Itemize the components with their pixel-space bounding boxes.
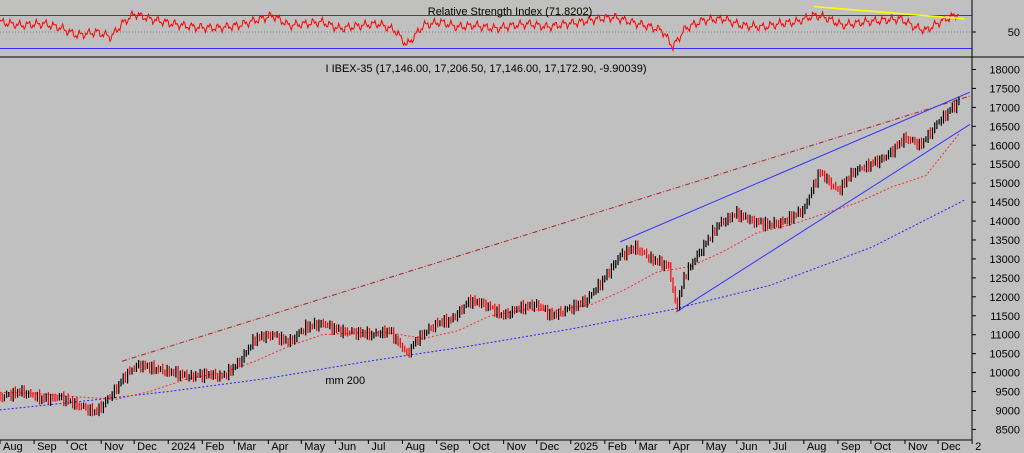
y-tick-label: 16000	[989, 140, 1020, 152]
x-tick-label: Aug	[807, 441, 827, 453]
y-tick-label: 17000	[989, 102, 1020, 114]
y-tick-label: 11500	[990, 311, 1020, 323]
y-tick-label: 13000	[989, 254, 1020, 266]
x-tick-label: Nov	[908, 441, 928, 453]
x-tick-label: Aug	[405, 441, 425, 453]
rsi-y-tick-label: 50	[1008, 27, 1020, 39]
y-tick-label: 16500	[989, 121, 1020, 133]
x-tick-label: Sep	[37, 441, 57, 453]
x-tick-label: Oct	[473, 441, 490, 453]
y-tick-label: 10000	[989, 368, 1020, 380]
x-tick-label: 2025	[574, 441, 598, 453]
y-tick-label: 18000	[989, 64, 1020, 76]
y-tick-label: 12000	[989, 292, 1020, 304]
y-tick-label: 17500	[989, 83, 1020, 95]
x-tick-label: Dec	[137, 441, 157, 453]
x-tick-label: Sep	[440, 441, 460, 453]
x-tick-label: Apr	[271, 441, 288, 453]
y-tick-label: 13500	[989, 235, 1020, 247]
y-tick-label: 15500	[989, 159, 1020, 171]
y-tick-label: 14500	[989, 197, 1020, 209]
y-tick-label: 9000	[996, 405, 1020, 417]
x-tick-label: 2024	[171, 441, 195, 453]
price-title: I IBEX-35 (17,146.00, 17,206.50, 17,146.…	[325, 63, 646, 75]
x-tick-label: May	[304, 441, 325, 453]
rsi-line	[0, 9, 960, 53]
x-tick-label: Nov	[507, 441, 527, 453]
y-tick-label: 10500	[989, 349, 1020, 361]
x-tick-label: Oct	[874, 441, 891, 453]
mm200-line	[0, 199, 965, 411]
x-tick-label: Nov	[104, 441, 124, 453]
x-tick-label: Feb	[608, 441, 627, 453]
x-tick-label: 2	[975, 441, 981, 453]
x-tick-label: Aug	[3, 441, 23, 453]
x-tick-label: Dec	[540, 441, 560, 453]
x-tick-label: Mar	[237, 441, 256, 453]
trendline-upper-line	[620, 91, 971, 243]
rsi-panel: 50	[0, 0, 1024, 58]
y-tick-label: 11000	[990, 330, 1020, 342]
channel-upper-line	[121, 95, 971, 362]
y-tick-label: 15000	[989, 178, 1020, 190]
x-tick-label: Jun	[338, 441, 356, 453]
x-tick-label: May	[706, 441, 727, 453]
y-tick-label: 8500	[996, 424, 1020, 436]
trendline-lower-line	[676, 123, 971, 313]
x-tick-label: Dec	[941, 441, 961, 453]
x-tick-label: Jun	[740, 441, 758, 453]
x-tick-label: Oct	[70, 441, 87, 453]
rsi-divergence-line	[813, 5, 965, 20]
x-tick-label: Feb	[205, 441, 224, 453]
x-tick-label: Sep	[841, 441, 861, 453]
mm200-label: mm 200	[325, 375, 365, 387]
rsi-title: Relative Strength Index (71.8202)	[428, 6, 593, 18]
x-tick-label: Mar	[639, 441, 658, 453]
x-tick-label: Jul	[371, 441, 385, 453]
y-tick-label: 14000	[989, 216, 1020, 228]
y-tick-label: 12500	[989, 273, 1020, 285]
x-tick-label: Apr	[673, 441, 690, 453]
x-tick-label: Jul	[773, 441, 787, 453]
y-tick-label: 9500	[996, 387, 1020, 399]
short-ma-line	[0, 133, 960, 400]
